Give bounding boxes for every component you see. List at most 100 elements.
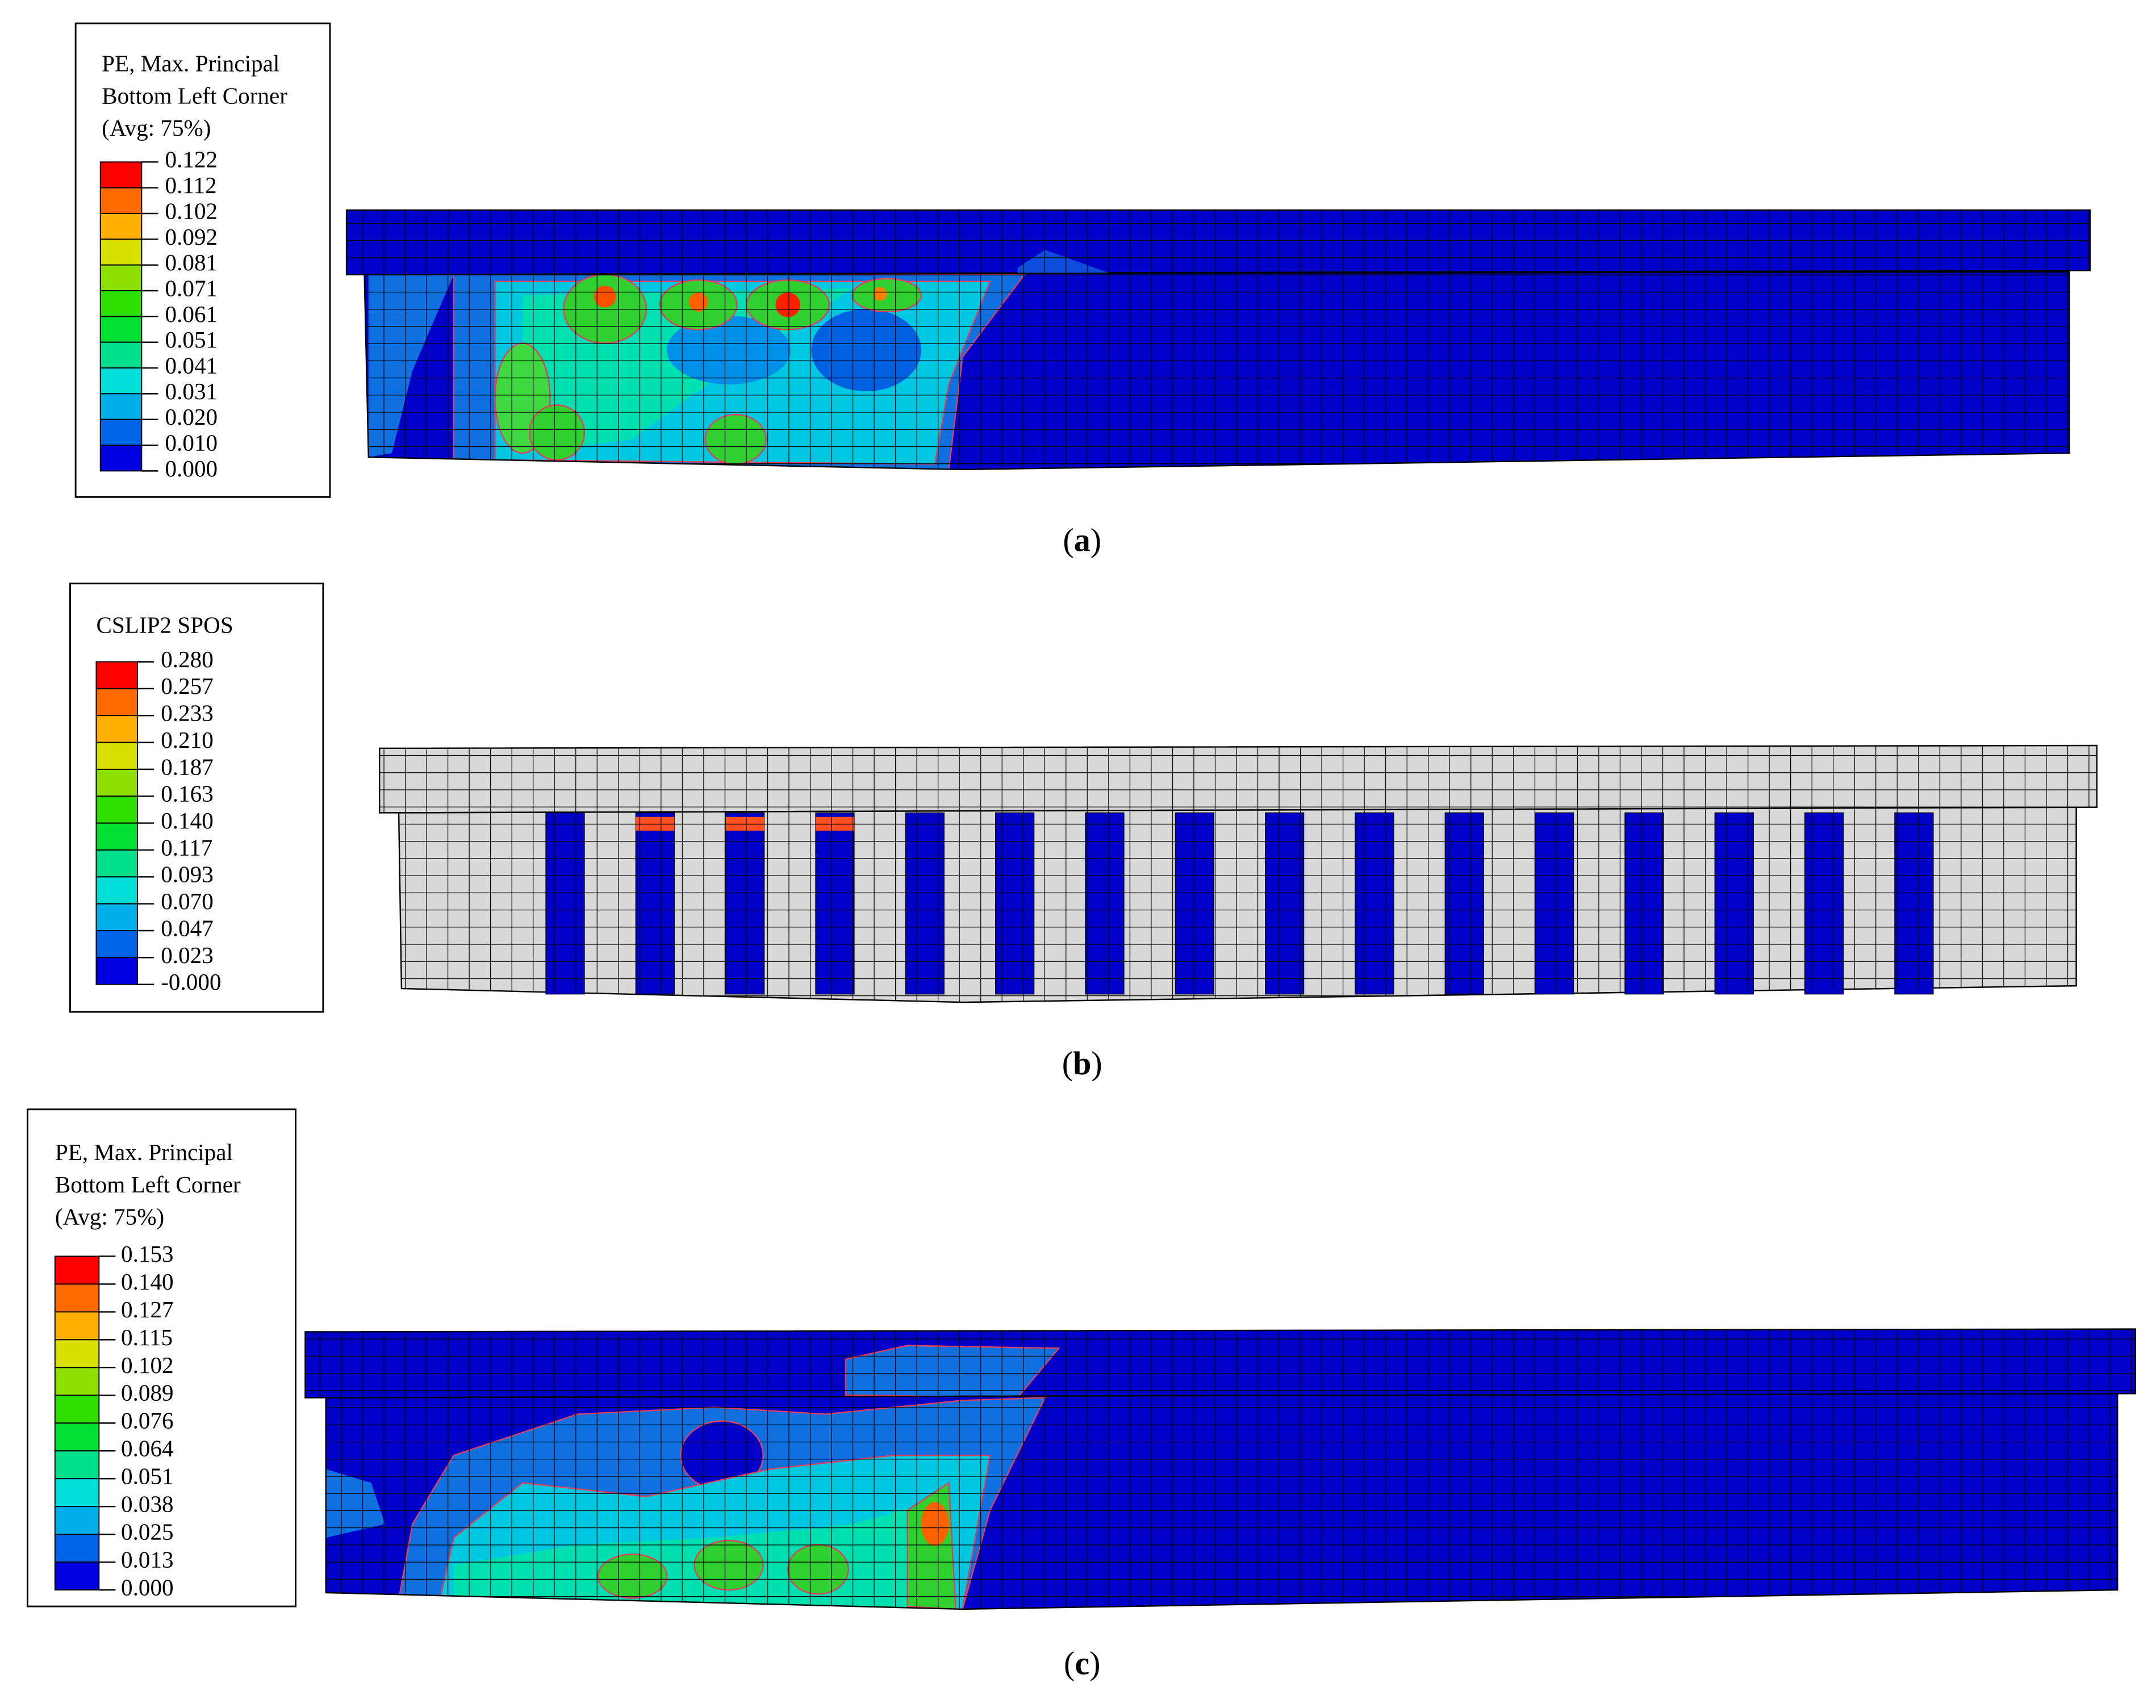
legend-label: 0.122 [165, 146, 218, 173]
mesh [399, 807, 2076, 1003]
legend-label: 0.280 [161, 646, 214, 672]
legend-label: 0.000 [165, 455, 218, 482]
legend-swatch [95, 715, 139, 743]
legend-label: 0.000 [121, 1575, 174, 1601]
legend-label: 0.081 [165, 249, 218, 275]
beam-a [345, 209, 2091, 471]
legend-title: (Avg: 75%) [55, 1204, 164, 1230]
legend-swatch [99, 418, 143, 446]
legend-swatch [54, 1562, 100, 1591]
legend-title: Bottom Left Corner [55, 1171, 241, 1198]
legend-swatch [95, 930, 139, 958]
legend-label: 0.038 [121, 1491, 174, 1517]
legend-label: 0.070 [161, 888, 214, 914]
legend-label: 0.051 [121, 1463, 174, 1489]
legend-title: PE, Max. Principal [102, 51, 279, 77]
legend-label: 0.102 [165, 198, 218, 224]
caption-open: ( [1062, 1045, 1073, 1082]
legend-swatch [54, 1255, 100, 1285]
legend: PE, Max. Principal Bottom Left Corner (Avg… [26, 1108, 296, 1607]
legend-label: 0.071 [165, 275, 218, 301]
legend-swatch [99, 341, 143, 369]
legend-label: 0.025 [121, 1519, 174, 1545]
legend-label: 0.117 [161, 834, 212, 860]
legend-swatch [95, 876, 139, 905]
legend-label: 0.031 [165, 378, 218, 404]
legend-label: 0.187 [161, 753, 214, 780]
legend-label: 0.064 [121, 1435, 174, 1462]
legend-swatch [99, 187, 143, 214]
legend-swatch [95, 822, 139, 851]
legend-label: 0.010 [165, 429, 218, 455]
legend-swatch [99, 290, 143, 317]
legend-swatch [54, 1450, 100, 1480]
legend-swatch [54, 1534, 100, 1563]
legend-swatch [54, 1395, 100, 1424]
legend-label: 0.093 [161, 861, 214, 888]
legend-title: (Avg: 75%) [102, 115, 211, 141]
legend-label: 0.233 [161, 700, 214, 726]
caption-close: ) [1091, 1045, 1102, 1082]
legend-swatch [54, 1506, 100, 1535]
legend-swatch [95, 688, 139, 717]
legend-swatch [99, 264, 143, 291]
caption-open: ( [1064, 1645, 1075, 1682]
beam-b [378, 744, 2098, 1003]
legend-label: 0.163 [161, 781, 214, 807]
caption-open: ( [1063, 522, 1073, 559]
legend-swatch [54, 1339, 100, 1368]
legend-swatch [95, 903, 139, 931]
legend-label: 0.102 [121, 1352, 174, 1378]
legend-label: 0.112 [165, 172, 217, 198]
legend-swatch [99, 161, 143, 189]
legend-swatch [95, 742, 139, 770]
legend-swatch [99, 393, 143, 420]
legend-label: 0.153 [121, 1241, 174, 1267]
legend: CSLIP2 SPOS 0.2800.2570.2330.2100.1870.16… [69, 583, 324, 1013]
legend-label: 0.140 [161, 807, 214, 834]
legend-swatch [95, 957, 139, 985]
legend-title: Bottom Left Corner [102, 82, 287, 108]
legend-label: 0.092 [165, 224, 218, 250]
legend-label: 0.089 [121, 1380, 174, 1406]
legend-swatch [95, 661, 139, 689]
legend-label: -0.000 [161, 969, 221, 995]
caption: (c) [1064, 1645, 1100, 1682]
legend-label: 0.023 [161, 942, 214, 968]
legend-swatch [95, 849, 139, 878]
legend-label: 0.210 [161, 727, 214, 753]
legend-label: 0.051 [165, 326, 218, 353]
legend-label: 0.115 [121, 1324, 173, 1350]
legend-swatch [54, 1367, 100, 1396]
caption-close: ) [1090, 522, 1101, 559]
legend-swatch [99, 316, 143, 343]
legend-label: 0.041 [165, 352, 218, 378]
legend-label: 0.140 [121, 1269, 174, 1295]
legend-title: CSLIP2 SPOS [96, 612, 233, 638]
legend-swatch [54, 1311, 100, 1341]
legend-swatch [99, 445, 143, 472]
legend-swatch [95, 796, 139, 824]
legend-label: 0.076 [121, 1408, 174, 1434]
caption: (a) [1063, 522, 1101, 559]
legend-swatch [54, 1283, 100, 1313]
legend-swatch [54, 1478, 100, 1508]
mesh [379, 745, 2097, 813]
legend: PE, Max. Principal Bottom Left Corner (Avg… [74, 22, 331, 498]
caption: (b) [1062, 1045, 1102, 1082]
caption-letter: c [1075, 1645, 1089, 1682]
legend-label: 0.047 [161, 915, 214, 941]
legend-swatch [54, 1422, 100, 1452]
beam-c [304, 1328, 2136, 1610]
caption-close: ) [1089, 1645, 1100, 1682]
legend-title: PE, Max. Principal [55, 1139, 233, 1165]
legend-label: 0.020 [165, 404, 218, 430]
caption-letter: a [1074, 522, 1090, 559]
legend-label: 0.061 [165, 301, 218, 327]
caption-letter: b [1073, 1045, 1091, 1082]
legend-swatch [99, 238, 143, 266]
legend-swatch [99, 367, 143, 395]
legend-swatch [99, 213, 143, 240]
